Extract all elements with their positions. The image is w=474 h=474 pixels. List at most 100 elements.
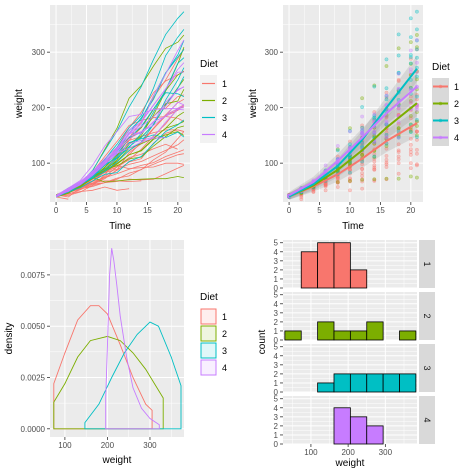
histogram-bar-diet-2 [349, 330, 368, 341]
legend: Diet 1 2 3 4 [432, 62, 459, 146]
y-tick-label: 0.0075 [21, 271, 46, 280]
data-point-diet-2 [396, 176, 401, 181]
data-point-diet-1 [323, 184, 328, 189]
y-tick-label: 3 [274, 257, 279, 266]
facet-strip [419, 344, 435, 392]
data-point-diet-3 [415, 94, 419, 99]
data-point-diet-1 [415, 162, 419, 167]
data-point-diet-2 [384, 176, 389, 181]
x-tick-label: 300 [143, 441, 157, 450]
data-point-diet-4 [360, 130, 365, 135]
series-line-diet-4 [55, 108, 184, 197]
data-point-diet-3 [348, 170, 352, 175]
data-point-diet-1 [360, 171, 365, 176]
y-tick-label: 1 [274, 431, 279, 440]
data-point-diet-1 [384, 165, 389, 169]
series-line-diet-2 [55, 131, 185, 196]
histogram-bar-diet-4 [349, 416, 368, 445]
data-point-diet-3 [415, 27, 419, 32]
histogram-bar-diet-3 [333, 373, 351, 393]
histogram-bar-diet-3 [382, 373, 400, 393]
legend: Diet 1 2 3 4 [200, 292, 227, 376]
y-tick-label: 0 [274, 388, 279, 397]
data-point-diet-1 [408, 136, 413, 141]
x-axis-title: weight [335, 458, 365, 469]
data-point-diet-1 [372, 159, 377, 164]
x-tick-label: 200 [341, 448, 355, 457]
smooth-line-diet-3 [288, 68, 418, 198]
y-tick-label: 5 [274, 395, 279, 404]
legend-key-box [200, 308, 217, 325]
x-tick-label: 10 [346, 206, 355, 215]
data-point-diet-1 [408, 161, 413, 166]
histogram-bar-diet-2 [284, 330, 302, 341]
y-tick-label: 100 [265, 159, 279, 168]
y-axis-title: count [257, 330, 268, 355]
data-point-diet-2 [408, 40, 413, 45]
data-point-diet-1 [415, 97, 419, 102]
data-point-diet-1 [335, 185, 340, 189]
data-point-diet-3 [408, 16, 413, 21]
legend-label: 1 [222, 312, 227, 322]
facet-strip-label: 3 [422, 365, 432, 370]
legend-title: Diet [200, 59, 218, 70]
y-tick-label: 0 [274, 336, 279, 345]
x-tick-label: 0 [287, 206, 292, 215]
series-line-diet-4 [55, 107, 184, 196]
x-tick-label: 10 [113, 206, 122, 215]
data-point-diet-4 [335, 144, 340, 148]
y-tick-label: 3 [274, 413, 279, 422]
legend-label: 3 [222, 346, 227, 356]
data-point-diet-4 [415, 38, 419, 42]
y-tick-label: 200 [265, 104, 279, 113]
data-point-diet-3 [372, 154, 377, 159]
data-point-diet-1 [348, 139, 352, 144]
data-point-diet-1 [415, 129, 419, 134]
y-tick-label: 0.0050 [21, 322, 46, 331]
legend-label: 4 [222, 130, 227, 140]
legend-key-box [200, 342, 217, 359]
y-tick-label: 3 [274, 361, 279, 370]
density-curve-diet-2 [53, 335, 164, 430]
data-point-diet-4 [415, 107, 419, 112]
data-point-diet-1 [384, 154, 389, 158]
histogram-bar-diet-1 [317, 242, 335, 289]
legend-label: 3 [222, 113, 227, 123]
data-point-diet-1 [415, 147, 419, 152]
x-tick-label: 100 [58, 441, 72, 450]
data-point-diet-1 [408, 147, 413, 152]
y-tick-label: 1 [274, 275, 279, 284]
data-point-diet-4 [396, 120, 401, 124]
histogram-bar-diet-2 [317, 321, 335, 341]
data-point-diet-4 [408, 48, 413, 53]
data-point-diet-1 [384, 146, 389, 151]
data-point-diet-3 [415, 117, 419, 122]
facet-strip [419, 240, 435, 288]
series-group [53, 248, 182, 430]
data-point-diet-1 [408, 142, 413, 147]
data-point-diet-3 [372, 115, 377, 120]
density-curve-diet-3 [84, 321, 182, 430]
data-point-diet-1 [408, 150, 413, 154]
legend-label: 2 [222, 96, 227, 106]
data-point-diet-4 [384, 119, 389, 124]
x-tick-label: 20 [173, 206, 182, 215]
data-point-diet-4 [372, 129, 377, 134]
legend-label: 1 [222, 79, 227, 89]
y-tick-label: 0.0000 [21, 425, 46, 434]
y-axis-title: weight [248, 89, 259, 119]
data-point-diet-2 [335, 180, 340, 184]
data-point-diet-1 [408, 166, 413, 171]
series-group [55, 11, 185, 200]
density-curve-diet-1 [53, 305, 153, 430]
y-tick-label: 100 [32, 159, 46, 168]
y-tick-label: 5 [274, 239, 279, 248]
data-point-diet-3 [335, 148, 340, 153]
y-tick-label: 0.0025 [21, 373, 46, 382]
histogram-bar-diet-3 [349, 373, 368, 393]
data-point-diet-2 [408, 114, 413, 118]
data-point-diet-1 [384, 162, 389, 167]
y-tick-label: 5 [274, 291, 279, 300]
data-point-diet-4 [360, 141, 365, 146]
data-point-diet-4 [384, 135, 389, 139]
